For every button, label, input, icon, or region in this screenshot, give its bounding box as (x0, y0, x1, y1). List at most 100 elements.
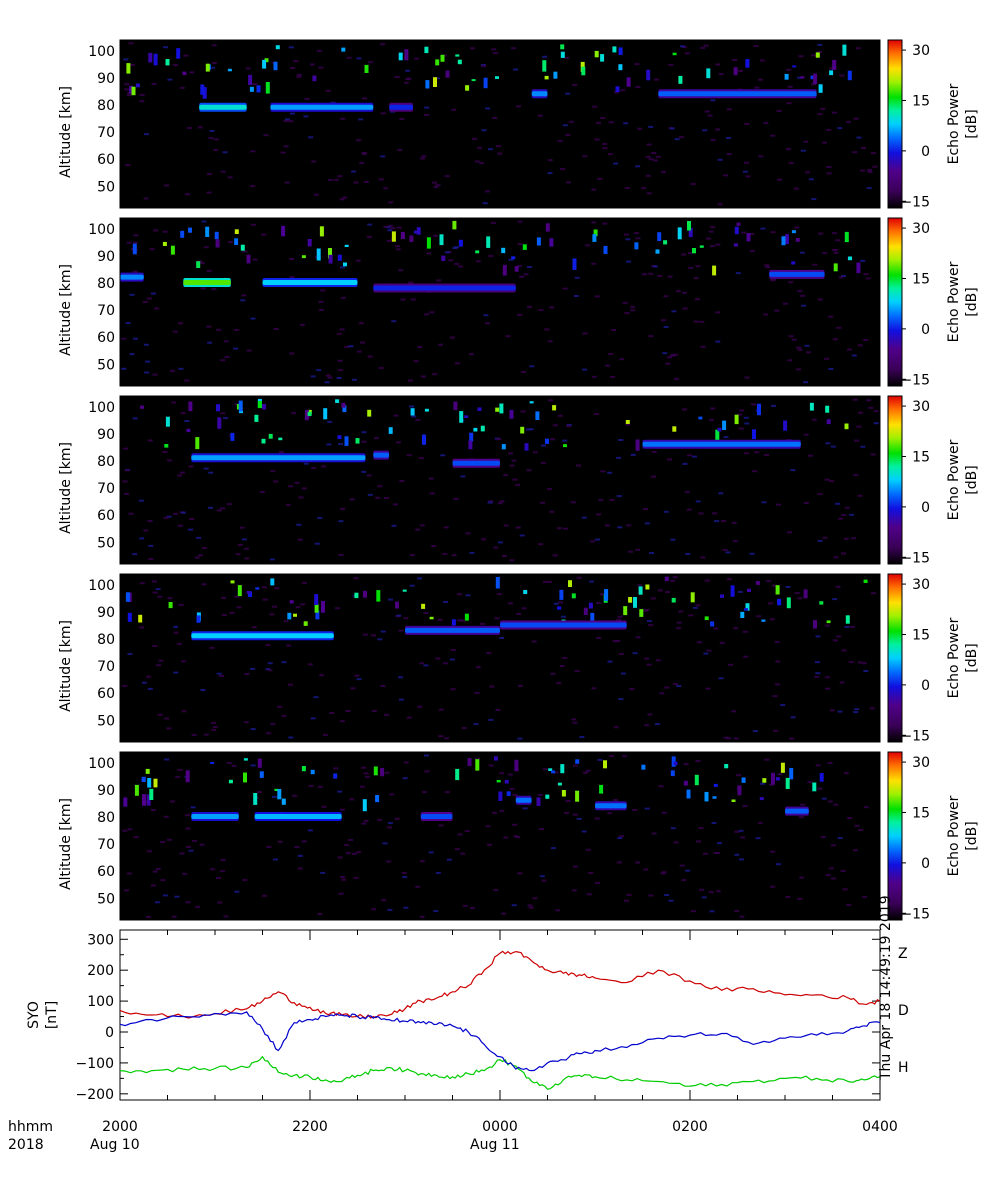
noise-speck (552, 424, 558, 427)
noise-speck (178, 603, 184, 606)
noise-speck (516, 105, 521, 108)
echo-speck (230, 432, 235, 441)
echo-speck (409, 235, 414, 242)
noise-speck (703, 852, 708, 855)
noise-speck (211, 62, 217, 64)
noise-speck (139, 582, 145, 585)
echo-plot-background (120, 752, 880, 920)
noise-speck (723, 736, 729, 739)
noise-speck (764, 454, 770, 456)
noise-speck (668, 899, 674, 902)
field-tick-label: 200 (87, 963, 114, 979)
noise-speck (325, 89, 331, 92)
noise-speck (269, 558, 275, 561)
noise-speck (468, 353, 474, 356)
noise-speck (572, 865, 578, 868)
altitude-tick-label: 90 (97, 427, 115, 443)
noise-speck (814, 675, 820, 678)
colorbar (887, 751, 903, 921)
noise-speck (336, 377, 342, 379)
noise-speck (635, 165, 641, 168)
noise-speck (661, 319, 667, 322)
noise-speck (422, 791, 427, 794)
noise-speck (184, 420, 190, 422)
echo-speck (281, 798, 286, 805)
echo-speck (594, 50, 599, 58)
noise-speck (827, 800, 833, 803)
noise-speck (403, 81, 409, 84)
echo-speck (127, 612, 132, 622)
noise-speck (289, 276, 295, 279)
noise-speck (594, 138, 600, 141)
echo-speck (815, 52, 820, 58)
noise-speck (423, 612, 429, 615)
noise-speck (150, 884, 156, 887)
noise-speck (791, 338, 797, 341)
noise-speck (616, 861, 622, 864)
noise-speck (596, 602, 601, 604)
noise-speck (284, 118, 290, 121)
echo-speck (785, 234, 789, 245)
noise-speck (645, 155, 651, 158)
noise-speck (285, 503, 291, 506)
noise-speck (356, 350, 362, 353)
echo-speck (261, 438, 266, 444)
echo-speck (791, 261, 796, 265)
noise-speck (387, 822, 393, 825)
noise-speck (380, 155, 386, 158)
noise-speck (363, 772, 369, 775)
noise-speck (151, 580, 157, 583)
noise-speck (424, 313, 430, 316)
noise-speck (647, 713, 653, 716)
noise-speck (143, 529, 149, 532)
noise-speck (391, 320, 397, 323)
noise-speck (873, 410, 879, 413)
noise-speck (690, 183, 696, 185)
echo-speck (125, 592, 130, 602)
noise-speck (163, 815, 169, 818)
noise-speck (847, 817, 853, 819)
echo-speck (759, 797, 764, 801)
noise-speck (346, 56, 352, 59)
noise-speck (156, 664, 162, 667)
noise-speck (221, 614, 227, 617)
noise-speck (602, 147, 608, 150)
noise-speck (452, 247, 458, 250)
noise-speck (454, 262, 460, 265)
noise-speck (668, 63, 674, 66)
colorbar (887, 217, 903, 387)
echo-speck (733, 243, 738, 247)
noise-speck (353, 577, 359, 580)
altitude-tick-label: 80 (97, 810, 115, 826)
noise-speck (624, 187, 630, 189)
noise-speck (362, 633, 368, 636)
noise-speck (457, 833, 463, 836)
noise-speck (313, 193, 319, 196)
noise-speck (426, 252, 432, 255)
noise-speck (358, 322, 364, 325)
noise-speck (124, 469, 130, 472)
echo-speck (303, 621, 308, 626)
noise-speck (496, 145, 501, 148)
noise-speck (822, 252, 828, 254)
noise-speck (446, 858, 452, 861)
echo-speck (238, 400, 243, 412)
noise-speck (520, 410, 526, 413)
noise-speck (157, 595, 163, 598)
noise-speck (340, 266, 345, 269)
noise-speck (812, 263, 818, 266)
echo-speck (741, 777, 746, 783)
noise-speck (389, 793, 395, 796)
noise-speck (573, 295, 579, 297)
noise-speck (771, 278, 777, 281)
noise-speck (487, 501, 493, 504)
echo-speck (289, 600, 294, 604)
noise-speck (497, 152, 503, 155)
noise-speck (599, 593, 605, 596)
echo-speck (755, 581, 760, 585)
noise-speck (838, 517, 844, 520)
noise-speck (503, 474, 509, 477)
noise-speck (457, 593, 462, 596)
noise-speck (190, 806, 196, 809)
noise-speck (273, 480, 279, 483)
